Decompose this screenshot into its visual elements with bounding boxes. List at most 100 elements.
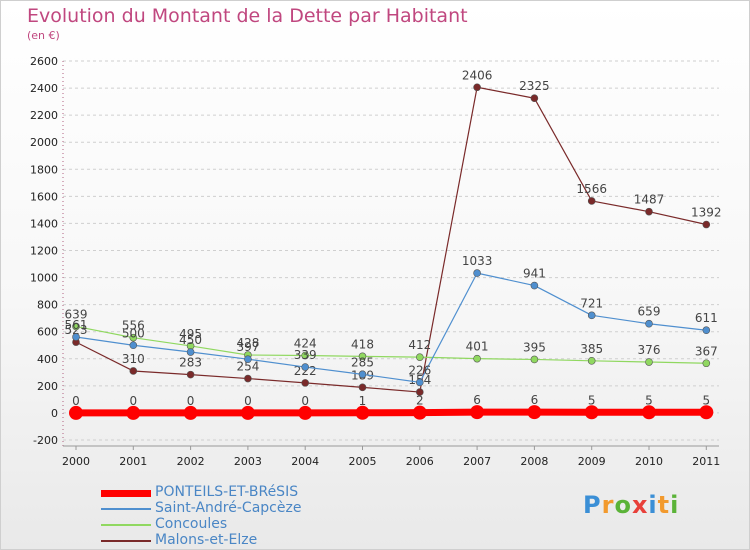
data-point-2	[587, 357, 596, 365]
data-label-0: 0	[72, 394, 80, 408]
data-label-1: 285	[351, 355, 374, 369]
data-point-0	[584, 405, 599, 420]
data-point-1	[530, 281, 539, 290]
data-label-2: 412	[408, 338, 431, 352]
data-label-3: 1566	[576, 182, 607, 196]
data-label-3: 2325	[519, 79, 550, 93]
y-tick-label: 1400	[30, 217, 58, 230]
y-tick-label: 2000	[30, 136, 58, 149]
data-point-0	[642, 405, 656, 420]
x-tick-label: 2007	[463, 455, 491, 468]
data-label-2: 495	[179, 327, 202, 341]
legend-label: PONTEILS-ET-BRéSIS	[155, 484, 299, 500]
data-point-3	[645, 207, 653, 216]
data-point-0	[240, 405, 255, 420]
x-tick-label: 2004	[291, 455, 319, 468]
data-label-1: 1033	[462, 254, 493, 268]
data-point-3	[358, 383, 367, 392]
data-label-1: 397	[236, 340, 259, 354]
data-label-2: 639	[65, 307, 88, 321]
data-label-2: 367	[695, 344, 718, 358]
y-tick-label: 1200	[30, 245, 58, 258]
chart-subtitle: (en €)	[27, 29, 60, 42]
legend-label: Saint-André-Capcèze	[155, 500, 302, 516]
y-tick-label: -200	[33, 434, 58, 447]
x-tick-label: 2002	[177, 455, 205, 468]
data-label-2: 401	[466, 340, 489, 354]
data-label-2: 418	[351, 337, 374, 351]
legend-swatch	[101, 508, 151, 510]
x-tick-label: 2003	[234, 455, 262, 468]
series-line-3	[75, 86, 707, 393]
logo-letter: o	[614, 491, 632, 519]
data-point-3	[587, 197, 596, 205]
data-point-2	[72, 322, 80, 331]
data-point-3	[415, 388, 424, 396]
data-point-1	[415, 378, 424, 387]
x-tick-label: 2011	[692, 455, 720, 468]
series-line-2	[75, 325, 707, 364]
x-tick-label: 2006	[406, 455, 434, 468]
data-point-0	[69, 405, 83, 420]
data-label-1: 721	[580, 296, 603, 310]
data-label-0: 0	[244, 394, 252, 408]
data-label-1: 226	[408, 363, 431, 377]
data-label-0: 5	[702, 393, 710, 407]
y-tick-label: 400	[37, 353, 58, 366]
data-point-1	[244, 355, 252, 363]
x-tick-label: 2010	[635, 455, 663, 468]
data-point-0	[527, 405, 542, 420]
data-point-1	[587, 311, 596, 320]
data-label-3: 310	[122, 352, 145, 366]
data-label-0: 6	[531, 393, 539, 407]
x-tick-label: 2009	[578, 455, 606, 468]
data-label-0: 5	[588, 393, 596, 407]
logo-letter: r	[601, 491, 615, 519]
y-tick-label: 800	[37, 299, 58, 312]
data-point-1	[473, 269, 481, 277]
data-point-0	[699, 405, 714, 420]
x-tick-label: 2005	[349, 455, 377, 468]
series-line-0	[76, 408, 707, 417]
data-label-1: 500	[122, 326, 145, 340]
data-label-2: 376	[638, 343, 661, 357]
x-tick-label: 2008	[520, 455, 548, 468]
data-label-1: 611	[695, 311, 718, 325]
data-point-2	[129, 333, 138, 342]
data-label-1: 561	[65, 318, 88, 332]
legend-label: Concoules	[155, 516, 228, 532]
y-tick-label: 1000	[30, 272, 58, 285]
data-point-2	[301, 351, 310, 360]
data-label-3: 2406	[462, 68, 493, 82]
logo-letter: x	[631, 491, 649, 519]
data-point-3	[186, 370, 195, 379]
y-tick-label: 2200	[30, 109, 58, 122]
data-point-2	[415, 353, 424, 361]
data-point-3	[301, 379, 310, 387]
data-point-0	[412, 405, 427, 420]
logo-letter: t	[657, 491, 671, 519]
legend-swatch	[101, 540, 151, 542]
x-tick-label: 2001	[119, 455, 147, 468]
data-label-1: 941	[523, 267, 546, 281]
data-label-1: 450	[179, 333, 202, 347]
data-point-1	[301, 363, 310, 371]
legend-label: Malons-et-Elze	[155, 532, 258, 548]
data-label-3: 1487	[634, 193, 665, 207]
y-tick-label: 2400	[30, 82, 58, 95]
y-tick-label: 2600	[30, 55, 58, 68]
logo-letter: P	[583, 491, 602, 519]
y-tick-label: 600	[37, 326, 58, 339]
data-point-1	[186, 348, 195, 356]
data-point-2	[645, 358, 653, 366]
data-label-2: 395	[523, 340, 546, 354]
data-label-3: 254	[236, 360, 259, 374]
legend-swatch	[101, 524, 151, 526]
x-tick-label: 2000	[62, 455, 90, 468]
data-point-3	[473, 83, 481, 92]
data-point-2	[702, 359, 711, 368]
data-label-2: 385	[580, 342, 603, 356]
data-label-0: 2	[416, 394, 424, 408]
